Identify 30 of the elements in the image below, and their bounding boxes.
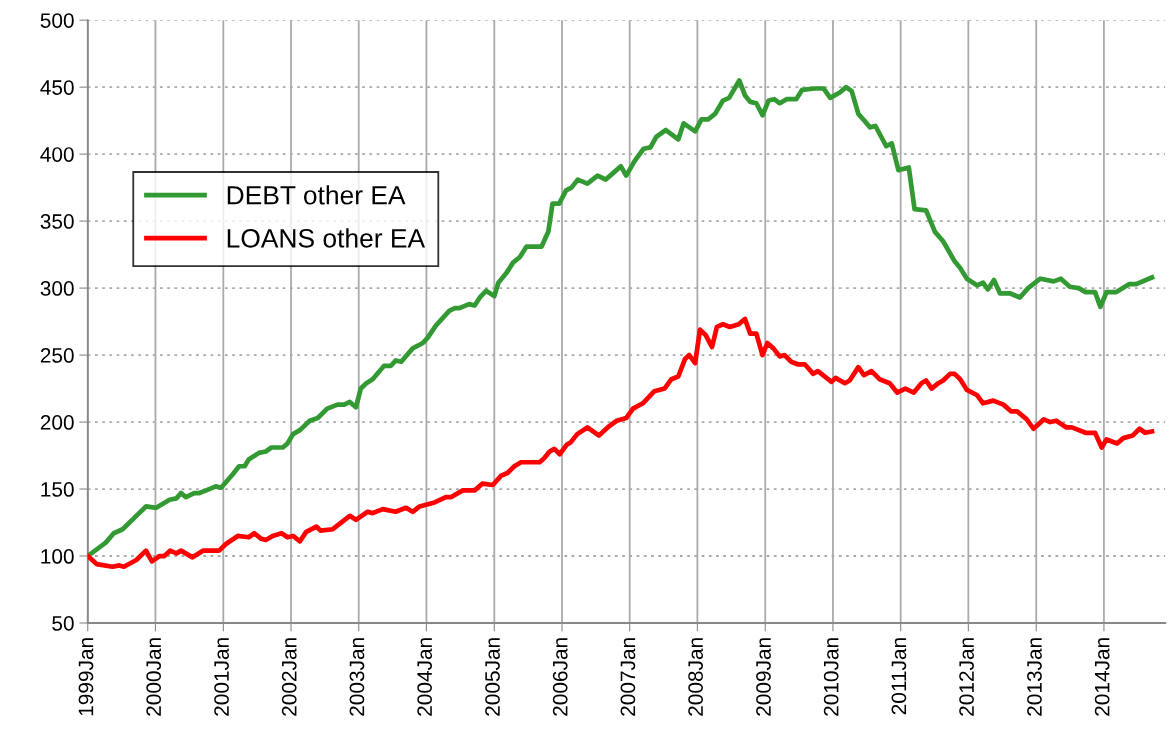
- x-tick-label: 2012Jan: [959, 638, 974, 716]
- y-tick-label: 450: [40, 80, 74, 95]
- x-tick-label: 2006Jan: [552, 638, 568, 716]
- x-tick-label: 2009Jan: [756, 638, 771, 716]
- x-tick-label: 2002Jan: [281, 638, 297, 716]
- x-tick-label: 2001Jan: [214, 638, 229, 716]
- y-tick-label: 500: [40, 13, 74, 28]
- x-tick-label: 2004Jan: [417, 638, 433, 716]
- x-tick-label: 2011Jan: [891, 638, 907, 715]
- x-tick-label: 2005Jan: [485, 638, 500, 716]
- y-tick-label: 50: [52, 616, 74, 631]
- x-tick-label: 2003Jan: [349, 638, 365, 716]
- x-tick-label: 2013Jan: [1027, 638, 1042, 716]
- x-tick-label: 2008Jan: [688, 638, 703, 716]
- x-tick-label: 2007Jan: [620, 638, 636, 716]
- legend-label: DEBT other EA: [227, 185, 406, 205]
- y-tick-label: 350: [40, 214, 74, 229]
- line-series: [87, 316, 1155, 570]
- x-tick-label: 2000Jan: [146, 638, 162, 716]
- y-tick-label: 150: [41, 482, 74, 497]
- x-tick-label: 1999Jan: [78, 638, 94, 716]
- x-tick-label: 2010Jan: [823, 638, 839, 716]
- y-tick-label: 200: [40, 415, 74, 430]
- y-tick-label: 100: [41, 549, 74, 564]
- y-tick-label: 300: [40, 281, 74, 296]
- y-tick-label: 250: [40, 348, 74, 363]
- line-series: [87, 78, 1155, 559]
- legend-label: LOANS other EA: [227, 228, 426, 248]
- y-tick-label: 400: [40, 147, 74, 162]
- x-tick-label: 2014Jan: [1094, 638, 1110, 716]
